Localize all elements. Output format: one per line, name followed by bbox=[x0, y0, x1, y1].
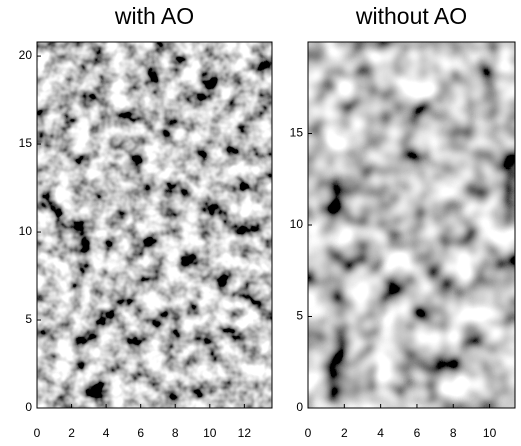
panel-title: without AO bbox=[355, 3, 467, 29]
y-tick-label: 10 bbox=[290, 217, 304, 231]
x-tick-label: 4 bbox=[377, 426, 384, 440]
x-tick-label: 8 bbox=[450, 426, 457, 440]
x-tick-label: 6 bbox=[414, 426, 421, 440]
y-tick-label: 15 bbox=[19, 136, 33, 150]
x-tick-label: 10 bbox=[203, 426, 217, 440]
figure: with AO 0 2 4 6 8 10 12 0 5 10 15 20 without AO 0 2 4 6 8 1… bbox=[0, 0, 521, 446]
y-tick-label: 20 bbox=[19, 48, 33, 62]
image bbox=[308, 42, 515, 408]
y-tick-label: 0 bbox=[25, 400, 32, 414]
y-tick-label: 5 bbox=[25, 312, 32, 326]
y-tick-label: 5 bbox=[296, 309, 303, 323]
x-tick-label: 12 bbox=[238, 426, 252, 440]
image bbox=[37, 42, 272, 408]
x-tick-label: 6 bbox=[137, 426, 144, 440]
panel-title: with AO bbox=[114, 3, 194, 29]
x-tick-label: 2 bbox=[68, 426, 75, 440]
x-tick-label: 0 bbox=[34, 426, 41, 440]
y-tick-label: 10 bbox=[19, 224, 33, 238]
y-tick-label: 15 bbox=[290, 126, 304, 140]
x-tick-label: 4 bbox=[103, 426, 110, 440]
x-tick-label: 0 bbox=[305, 426, 312, 440]
x-tick-label: 10 bbox=[483, 426, 497, 440]
x-tick-label: 2 bbox=[341, 426, 348, 440]
y-tick-label: 0 bbox=[296, 400, 303, 414]
x-tick-label: 8 bbox=[172, 426, 179, 440]
